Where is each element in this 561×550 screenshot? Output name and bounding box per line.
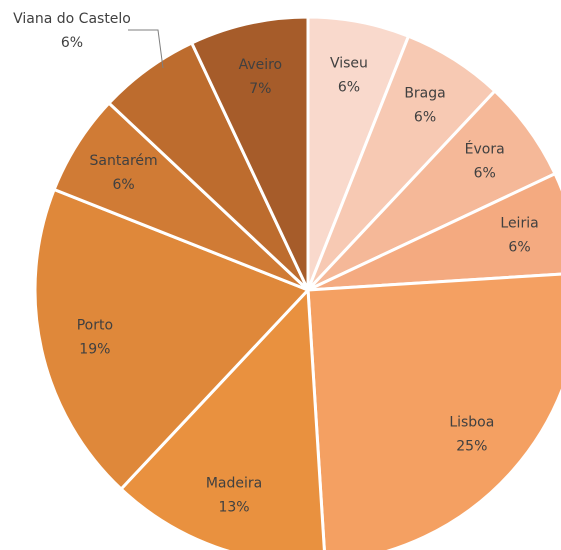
slice-value-label: 6%: [338, 79, 360, 95]
slice-label: Lisboa: [449, 414, 494, 430]
slice-label: Évora: [465, 141, 505, 158]
slice-label: Leiria: [500, 216, 538, 232]
slice-label: Aveiro: [239, 57, 283, 73]
slice-label: Santarém: [90, 153, 158, 169]
pie-slice: [118, 286, 326, 550]
slice-value-label: 7%: [249, 81, 271, 97]
slice-value-label: 6%: [474, 166, 496, 182]
slice-label: Viseu: [330, 55, 368, 71]
slice-value-label: 6%: [112, 177, 134, 193]
slice-label: Viana do Castelo: [13, 11, 131, 27]
slice-label: Porto: [77, 318, 113, 334]
slice-value-label: 19%: [79, 342, 110, 358]
leader-line: [128, 29, 164, 69]
pie-slice: [306, 272, 561, 550]
slice-label: Madeira: [206, 475, 262, 491]
pie-slice: [307, 171, 561, 292]
slice-value-label: 6%: [61, 35, 83, 51]
slice-value-label: 13%: [218, 499, 249, 515]
slice-value-label: 6%: [414, 110, 436, 126]
slice-value-label: 25%: [456, 438, 487, 454]
pie-slice: [189, 15, 310, 291]
slice-label: Braga: [404, 86, 445, 102]
slice-value-label: 6%: [508, 240, 530, 256]
